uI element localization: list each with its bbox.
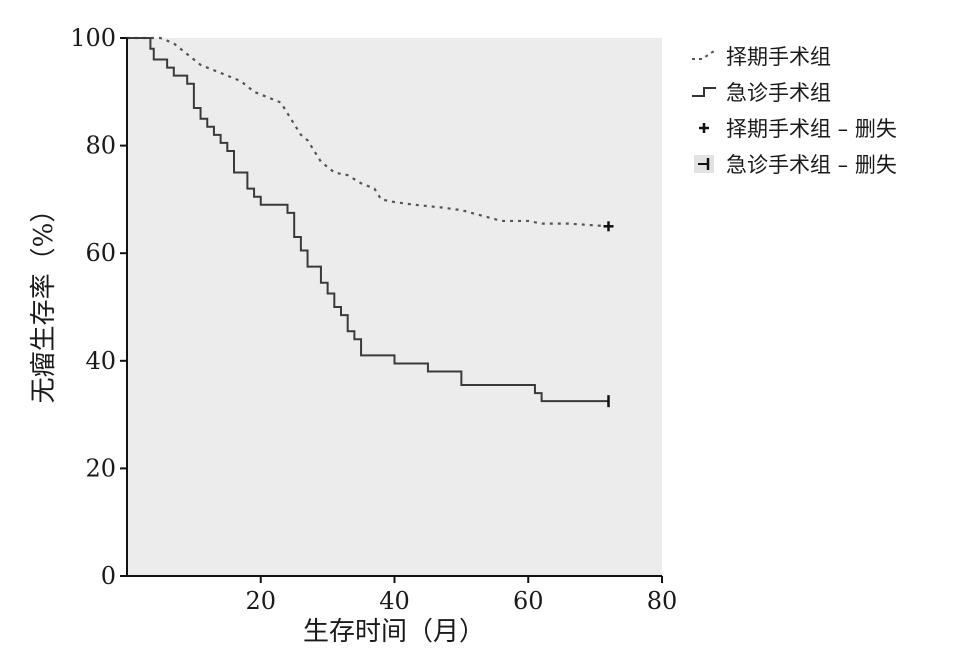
axes-layer: 0 20 40 60 80 100 20 40 60 80 — [70, 24, 677, 615]
y-axis-title: 无瘤生存率（%） — [29, 197, 59, 404]
y-tick-label-2: 40 — [85, 347, 116, 375]
legend-item-3: 急诊手术组 – 删失 — [694, 153, 897, 177]
legend-label-1: 急诊手术组 — [726, 81, 831, 105]
y-tick-label-4: 80 — [85, 132, 116, 160]
legend-swatch-2 — [699, 123, 709, 133]
legend-label-0: 择期手术组 — [726, 45, 831, 69]
series-line-1 — [127, 37, 609, 403]
x-tick-label-2: 60 — [513, 587, 544, 615]
legend-item-0: 择期手术组 — [692, 45, 831, 69]
x-tick-label-3: 80 — [647, 587, 678, 615]
legend-swatch-0 — [692, 50, 715, 60]
y-tick-label-1: 20 — [85, 454, 116, 482]
legend-swatch-3 — [694, 155, 714, 173]
x-tick-label-1: 40 — [379, 587, 410, 615]
legend-swatch-1 — [692, 87, 716, 97]
x-axis-title: 生存时间（月） — [303, 617, 485, 647]
legend-label-3: 急诊手术组 – 删失 — [726, 153, 897, 177]
x-tick-label-0: 20 — [245, 587, 276, 615]
legend-item-1: 急诊手术组 — [692, 81, 831, 105]
y-tick-label-0: 0 — [101, 562, 116, 590]
y-tick-label-3: 60 — [85, 239, 116, 267]
series-layer — [127, 36, 614, 408]
legend-label-2: 择期手术组 – 删失 — [726, 117, 897, 141]
legend-item-2: 择期手术组 – 删失 — [699, 117, 897, 141]
censor-mark-0-0 — [603, 221, 614, 232]
y-tick-label-5: 100 — [70, 24, 116, 52]
plot-area — [127, 38, 662, 576]
